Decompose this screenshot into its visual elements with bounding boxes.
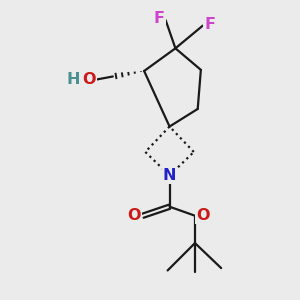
Text: F: F [154, 11, 164, 26]
Text: H: H [66, 72, 80, 87]
Text: F: F [204, 17, 215, 32]
Text: O: O [82, 72, 95, 87]
Text: N: N [163, 168, 176, 183]
Text: O: O [128, 208, 141, 223]
Text: O: O [196, 208, 209, 223]
